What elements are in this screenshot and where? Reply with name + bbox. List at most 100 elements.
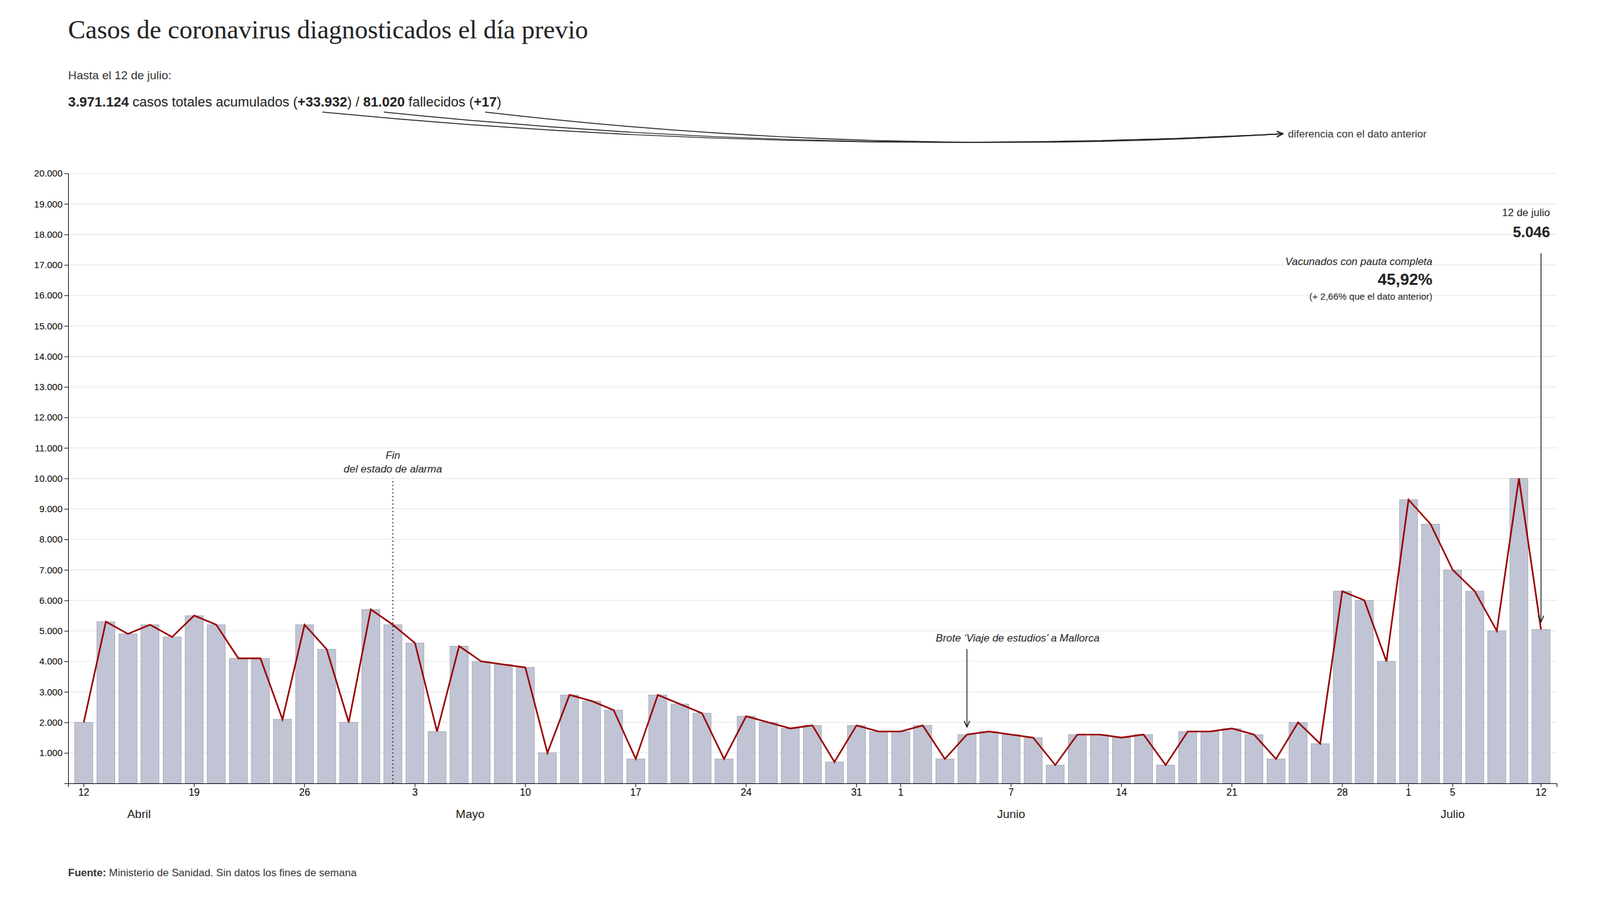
annotation-text: Fin <box>385 449 401 462</box>
bar <box>162 637 181 784</box>
x-tick: 1 <box>897 783 904 798</box>
bar <box>891 731 910 784</box>
y-tick-label: 16.000 <box>34 289 63 301</box>
month-label: Mayo <box>455 807 485 821</box>
annotation-value: 5.046 <box>1512 223 1550 241</box>
bar <box>1443 569 1462 784</box>
chart-svg: Casos de coronavirus diagnosticados el d… <box>0 0 1600 901</box>
bar <box>1001 734 1020 784</box>
y-tick: 4.000 <box>39 655 69 667</box>
grid-line <box>68 356 1557 357</box>
grid-line <box>68 447 1557 449</box>
x-axis-line <box>68 783 1558 788</box>
bar <box>560 694 579 784</box>
y-tick: 9.000 <box>39 503 69 514</box>
y-tick-mark <box>64 173 69 174</box>
annotation-line <box>392 478 394 784</box>
x-tick-label: 14 <box>1115 786 1127 798</box>
grid-line <box>68 173 1557 174</box>
y-tick-mark <box>64 539 69 540</box>
y-tick-label: 12.000 <box>34 411 63 423</box>
bar <box>825 762 844 784</box>
y-tick-mark <box>64 386 69 388</box>
bar <box>96 621 115 784</box>
bar <box>185 615 204 784</box>
y-tick-label: 3.000 <box>39 686 63 698</box>
annotation-arrow <box>1540 253 1542 623</box>
bar <box>406 642 425 784</box>
source-part: Fuente: <box>68 866 106 879</box>
y-tick-mark <box>64 630 69 632</box>
y-tick: 13.000 <box>34 381 69 392</box>
grid-line <box>68 478 1557 479</box>
bar <box>118 634 137 784</box>
x-tick-mark <box>1452 783 1454 787</box>
bar <box>1465 591 1484 784</box>
bar <box>759 722 778 784</box>
bar <box>339 722 358 784</box>
bar <box>692 713 711 784</box>
y-tick-mark <box>64 234 69 236</box>
bar <box>736 716 755 784</box>
summary-part: +33.932 <box>297 94 348 110</box>
y-tick-mark <box>64 417 69 418</box>
x-tick: 3 <box>412 783 418 798</box>
x-tick-mark <box>525 783 526 787</box>
y-tick-label: 4.000 <box>39 655 63 667</box>
x-tick-label: 19 <box>188 786 200 798</box>
x-tick-label: 3 <box>412 786 418 798</box>
y-tick: 20.000 <box>34 167 69 179</box>
y-tick: 2.000 <box>39 717 69 728</box>
y-tick-mark <box>64 691 69 693</box>
y-tick-label: 17.000 <box>34 259 63 270</box>
bar <box>1156 764 1175 784</box>
y-tick-label: 20.000 <box>34 167 63 179</box>
y-tick-mark <box>64 478 69 480</box>
bar <box>648 694 667 784</box>
x-tick-label: 12 <box>78 786 90 798</box>
y-tick-label: 10.000 <box>34 473 63 484</box>
x-tick-label: 28 <box>1336 786 1348 798</box>
bar <box>538 752 557 784</box>
source-part: Ministerio de Sanidad. Sin datos los fin… <box>105 866 357 879</box>
bar <box>1178 731 1197 784</box>
y-tick-mark <box>64 203 69 205</box>
y-tick-mark <box>64 569 69 571</box>
y-tick-mark <box>64 752 69 754</box>
y-tick-mark <box>64 722 69 724</box>
y-tick: 16.000 <box>34 289 69 301</box>
bar <box>1068 734 1087 784</box>
y-tick-label: 19.000 <box>34 198 63 210</box>
annotation-arrow <box>966 648 968 727</box>
x-tick: 17 <box>630 783 642 798</box>
y-tick: 3.000 <box>39 686 69 698</box>
bar <box>472 661 491 784</box>
x-tick: 19 <box>188 783 200 798</box>
month-label: Julio <box>1440 807 1466 821</box>
x-tick: 24 <box>740 783 752 798</box>
annotation-text: 12 de julio <box>1502 206 1551 219</box>
x-tick-label: 7 <box>1008 786 1014 798</box>
y-tick-label: 13.000 <box>34 381 63 392</box>
y-tick: 15.000 <box>34 320 69 332</box>
bar <box>847 725 866 784</box>
annotation-text: del estado de alarma <box>343 463 443 475</box>
month-label: Abril <box>126 807 151 821</box>
bar <box>582 700 601 784</box>
x-tick-label: 1 <box>897 786 904 798</box>
x-tick-mark <box>304 783 305 787</box>
x-tick: 12 <box>78 783 90 798</box>
x-tick: 5 <box>1450 783 1456 798</box>
y-tick-label: 11.000 <box>34 442 63 454</box>
note-arrow <box>485 112 1283 143</box>
x-tick: 7 <box>1008 783 1014 798</box>
bar <box>604 710 623 784</box>
bar <box>626 759 645 784</box>
bar <box>1333 591 1352 784</box>
y-tick-label: 9.000 <box>39 503 63 514</box>
annotation-text: 45,92% <box>1377 269 1433 289</box>
grid-line <box>68 386 1557 387</box>
summary-part: 81.020 <box>362 94 405 110</box>
summary-part: 3.971.124 <box>68 94 130 110</box>
x-tick-mark <box>1231 783 1233 787</box>
